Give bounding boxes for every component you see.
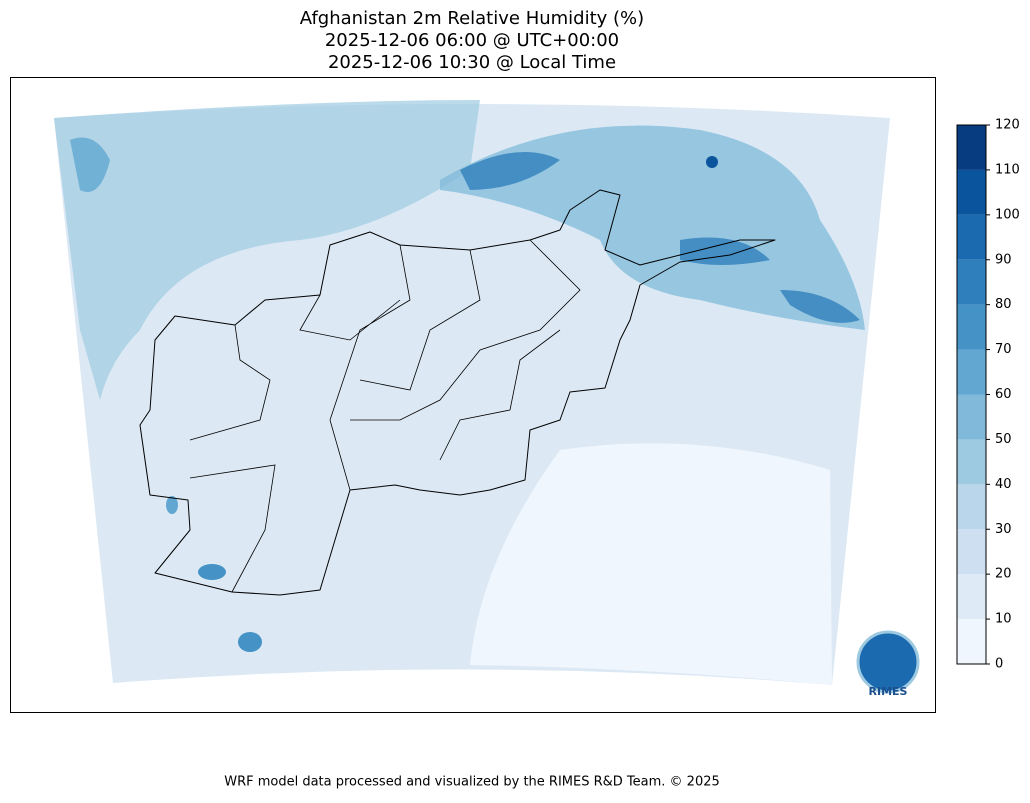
- colorbar-tick-label: 20: [995, 567, 1012, 582]
- footer: WRF model data processed and visualized …: [224, 775, 720, 790]
- colorbar-bin: [957, 439, 986, 485]
- humid-area: [440, 125, 865, 330]
- colorbar-tick-label: 90: [995, 252, 1012, 267]
- title-line: 2025-12-06 06:00 @ UTC+00:00: [325, 30, 619, 51]
- colorbar-bin: [957, 394, 986, 440]
- logo: RIMES: [856, 630, 920, 698]
- humid-area: [70, 137, 110, 192]
- title-line: Afghanistan 2m Relative Humidity (%): [300, 8, 644, 29]
- country-border: [139, 189, 776, 596]
- province-border: [189, 239, 581, 593]
- colorbar-tick-label: 10: [995, 612, 1012, 627]
- logo-emblem: [856, 630, 920, 694]
- colorbar-tick-label: 80: [995, 297, 1012, 312]
- colorbar-bin: [957, 125, 986, 170]
- colorbar-tick-label: 30: [995, 522, 1012, 537]
- colorbar-bin: [957, 304, 986, 350]
- colorbar-tick-label: 0: [995, 657, 1003, 672]
- colorbar-tick-label: 120: [995, 118, 1020, 133]
- colorbar-bin: [957, 214, 986, 260]
- title-line: 2025-12-06 10:30 @ Local Time: [328, 52, 616, 73]
- colorbar-bin: [957, 619, 986, 664]
- dry-area: [470, 443, 832, 685]
- humid-spot: [238, 632, 262, 652]
- colorbar-bin: [957, 574, 986, 620]
- humid-area: [54, 100, 480, 400]
- colorbar-tick-label: 100: [995, 207, 1020, 222]
- logo-text: RIMES: [869, 685, 908, 698]
- colorbar-tick-label: 110: [995, 162, 1020, 177]
- humid-spot: [198, 564, 226, 580]
- map: RIMES: [10, 77, 936, 713]
- colorbar-tick-label: 60: [995, 387, 1012, 402]
- humid-spot: [706, 156, 718, 168]
- colorbar-bin: [957, 529, 986, 575]
- colorbar-bin: [957, 349, 986, 395]
- colorbar-bin: [957, 259, 986, 305]
- humid-area: [460, 152, 860, 323]
- colorbar-tick-label: 50: [995, 432, 1012, 447]
- humid-spot: [166, 496, 178, 514]
- colorbar-bin: [957, 484, 986, 530]
- colorbar-bin: [957, 169, 986, 215]
- colorbar-tick-label: 40: [995, 477, 1012, 492]
- colorbar-tick-label: 70: [995, 342, 1012, 357]
- colorbar: 0 10 20 30 40 50 60 70 80 90 100 110 120: [956, 118, 1020, 672]
